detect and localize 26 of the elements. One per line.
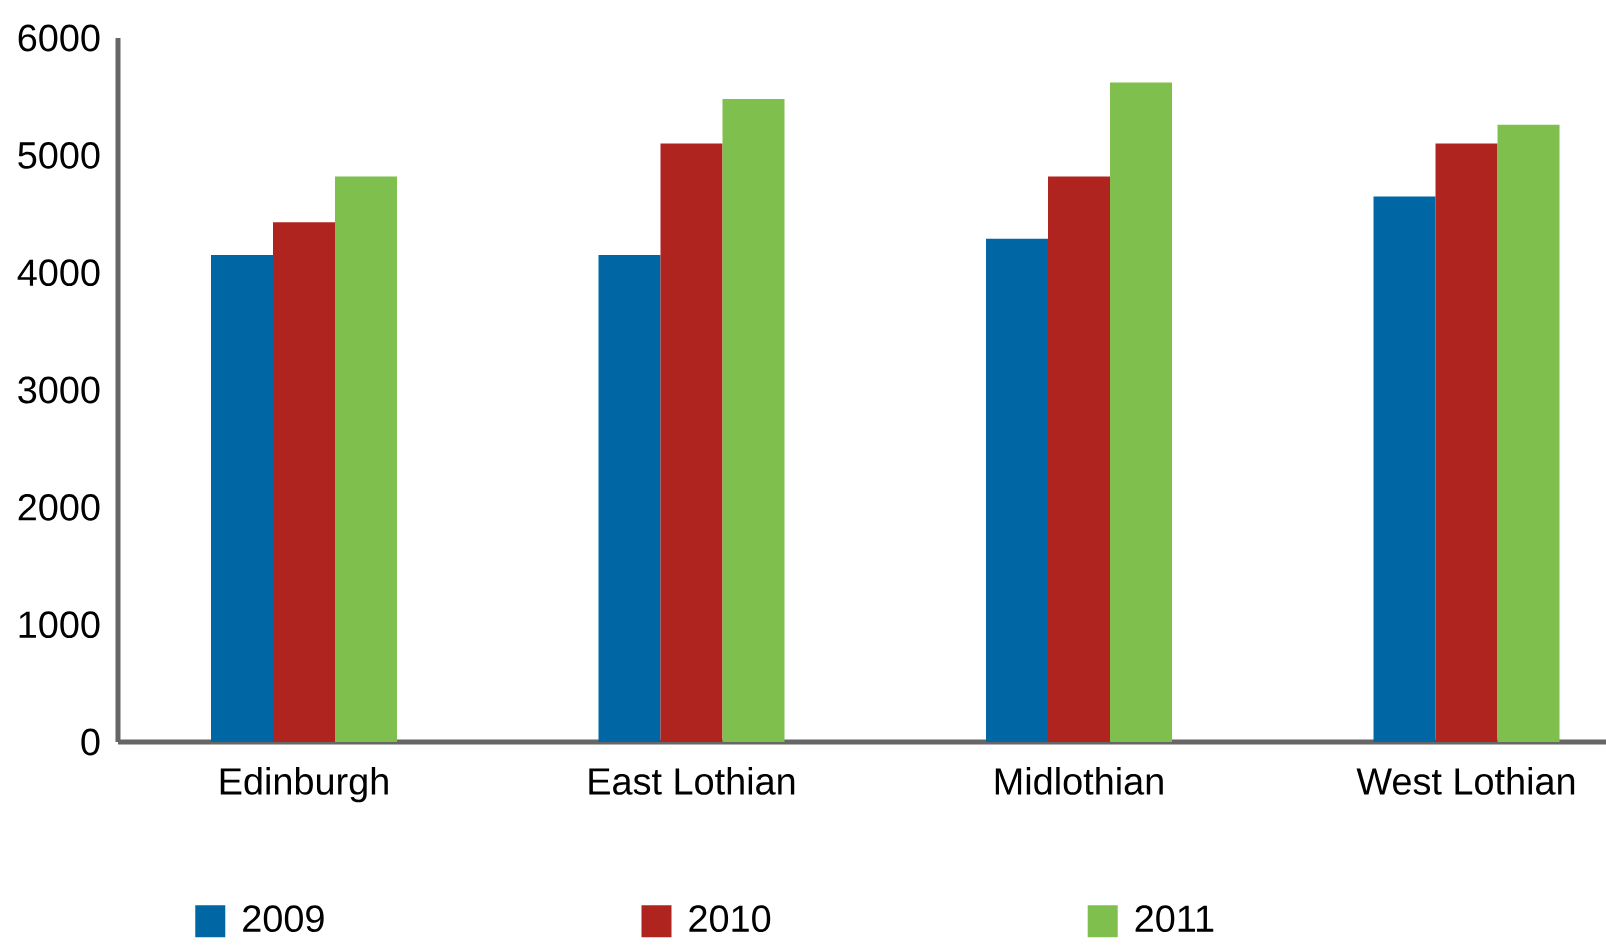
bar	[1110, 82, 1173, 742]
bar	[1048, 176, 1111, 742]
legend-label: 2011	[1135, 905, 1214, 933]
y-tick-label: 5000	[18, 141, 100, 169]
x-tick-label: East Lothian	[589, 767, 795, 795]
x-tick-label: Edinburgh	[220, 767, 388, 803]
y-tick-label: 1000	[19, 611, 100, 639]
x-tick-label: Midlothian	[995, 767, 1163, 795]
bar	[335, 176, 397, 742]
bar	[986, 238, 1049, 742]
bar	[1435, 143, 1498, 742]
y-tick-label: 3000	[18, 376, 100, 404]
bar	[722, 99, 785, 742]
y-tick-label: 4000	[17, 259, 100, 287]
bar	[1373, 196, 1436, 742]
y-tick-label: 2000	[18, 493, 100, 521]
legend-label: 2009	[243, 905, 324, 933]
x-tick-label: West Lothian	[1356, 767, 1575, 795]
y-tick-label: 0	[81, 728, 100, 756]
bar	[1497, 124, 1560, 742]
y-tick-label: 6000	[18, 24, 100, 52]
legend-label: 2010	[689, 905, 771, 933]
bar	[598, 255, 661, 742]
bar	[211, 255, 273, 742]
bar	[660, 143, 723, 742]
bar	[273, 222, 335, 742]
